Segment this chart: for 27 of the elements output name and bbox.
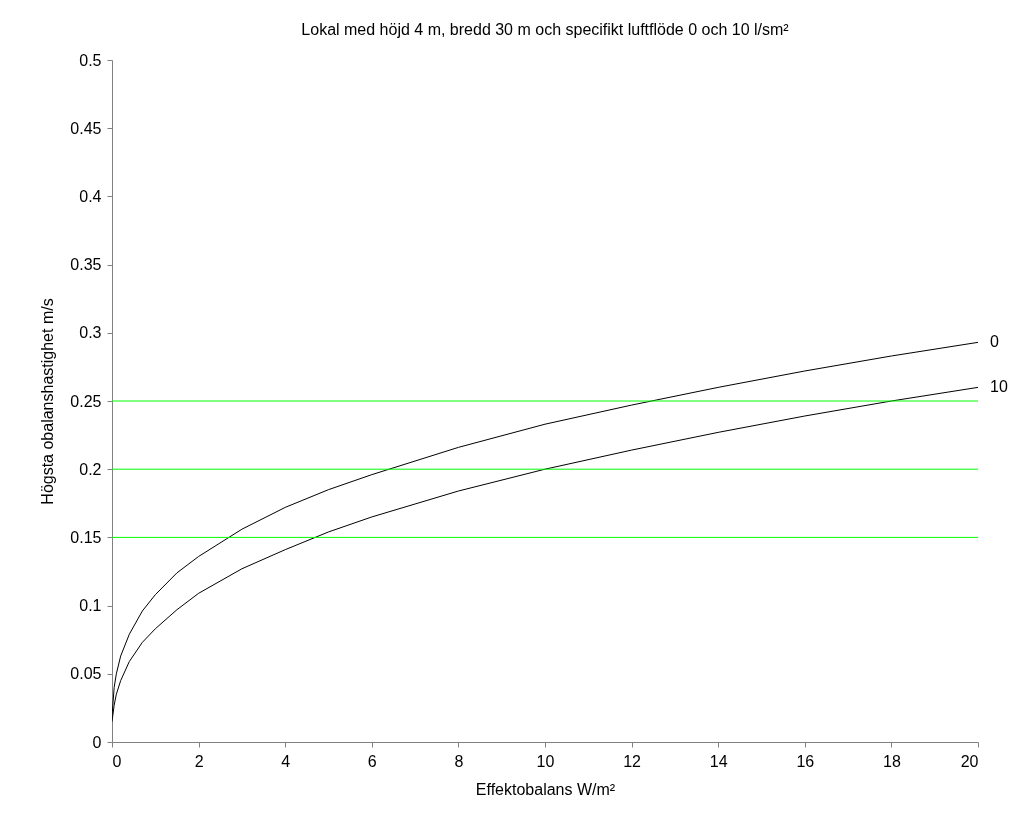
y-tick-label: 0.15 xyxy=(70,528,102,546)
x-tick-label: 16 xyxy=(796,752,815,770)
x-tick-label: 8 xyxy=(454,752,464,770)
series-label: 0 xyxy=(990,333,999,351)
y-tick-label: 0 xyxy=(92,733,102,751)
y-tick-label: 0.25 xyxy=(70,392,102,410)
x-tick-label: 6 xyxy=(367,752,377,770)
x-axis-title: Effektobalans W/m² xyxy=(475,780,616,798)
y-tick-label: 0.3 xyxy=(79,324,102,342)
y-tick-label: 0.2 xyxy=(79,460,102,478)
x-tick-label: 20 xyxy=(960,752,979,770)
y-tick-label: 0.45 xyxy=(70,119,102,137)
x-tick-label: 0 xyxy=(112,752,122,770)
y-tick-label: 0.1 xyxy=(79,597,102,615)
series-label: 10 xyxy=(990,378,1008,396)
y-tick-label: 0.35 xyxy=(70,256,102,274)
y-tick-label: 0.05 xyxy=(70,665,102,683)
x-tick-label: 14 xyxy=(709,752,728,770)
x-tick-label: 10 xyxy=(536,752,555,770)
y-tick-label: 0.5 xyxy=(79,51,102,69)
x-tick-label: 4 xyxy=(281,752,291,770)
x-tick-label: 18 xyxy=(883,752,901,770)
x-tick-label: 2 xyxy=(194,752,204,770)
y-tick-label: 0.4 xyxy=(79,187,102,205)
x-tick-label: 12 xyxy=(623,752,642,770)
chart-title: Lokal med höjd 4 m, bredd 30 m och specifikt luftflöde 0 och 10 l/sm² xyxy=(301,21,790,38)
y-axis-title: Högsta obalanshastighet m/s xyxy=(39,298,57,505)
